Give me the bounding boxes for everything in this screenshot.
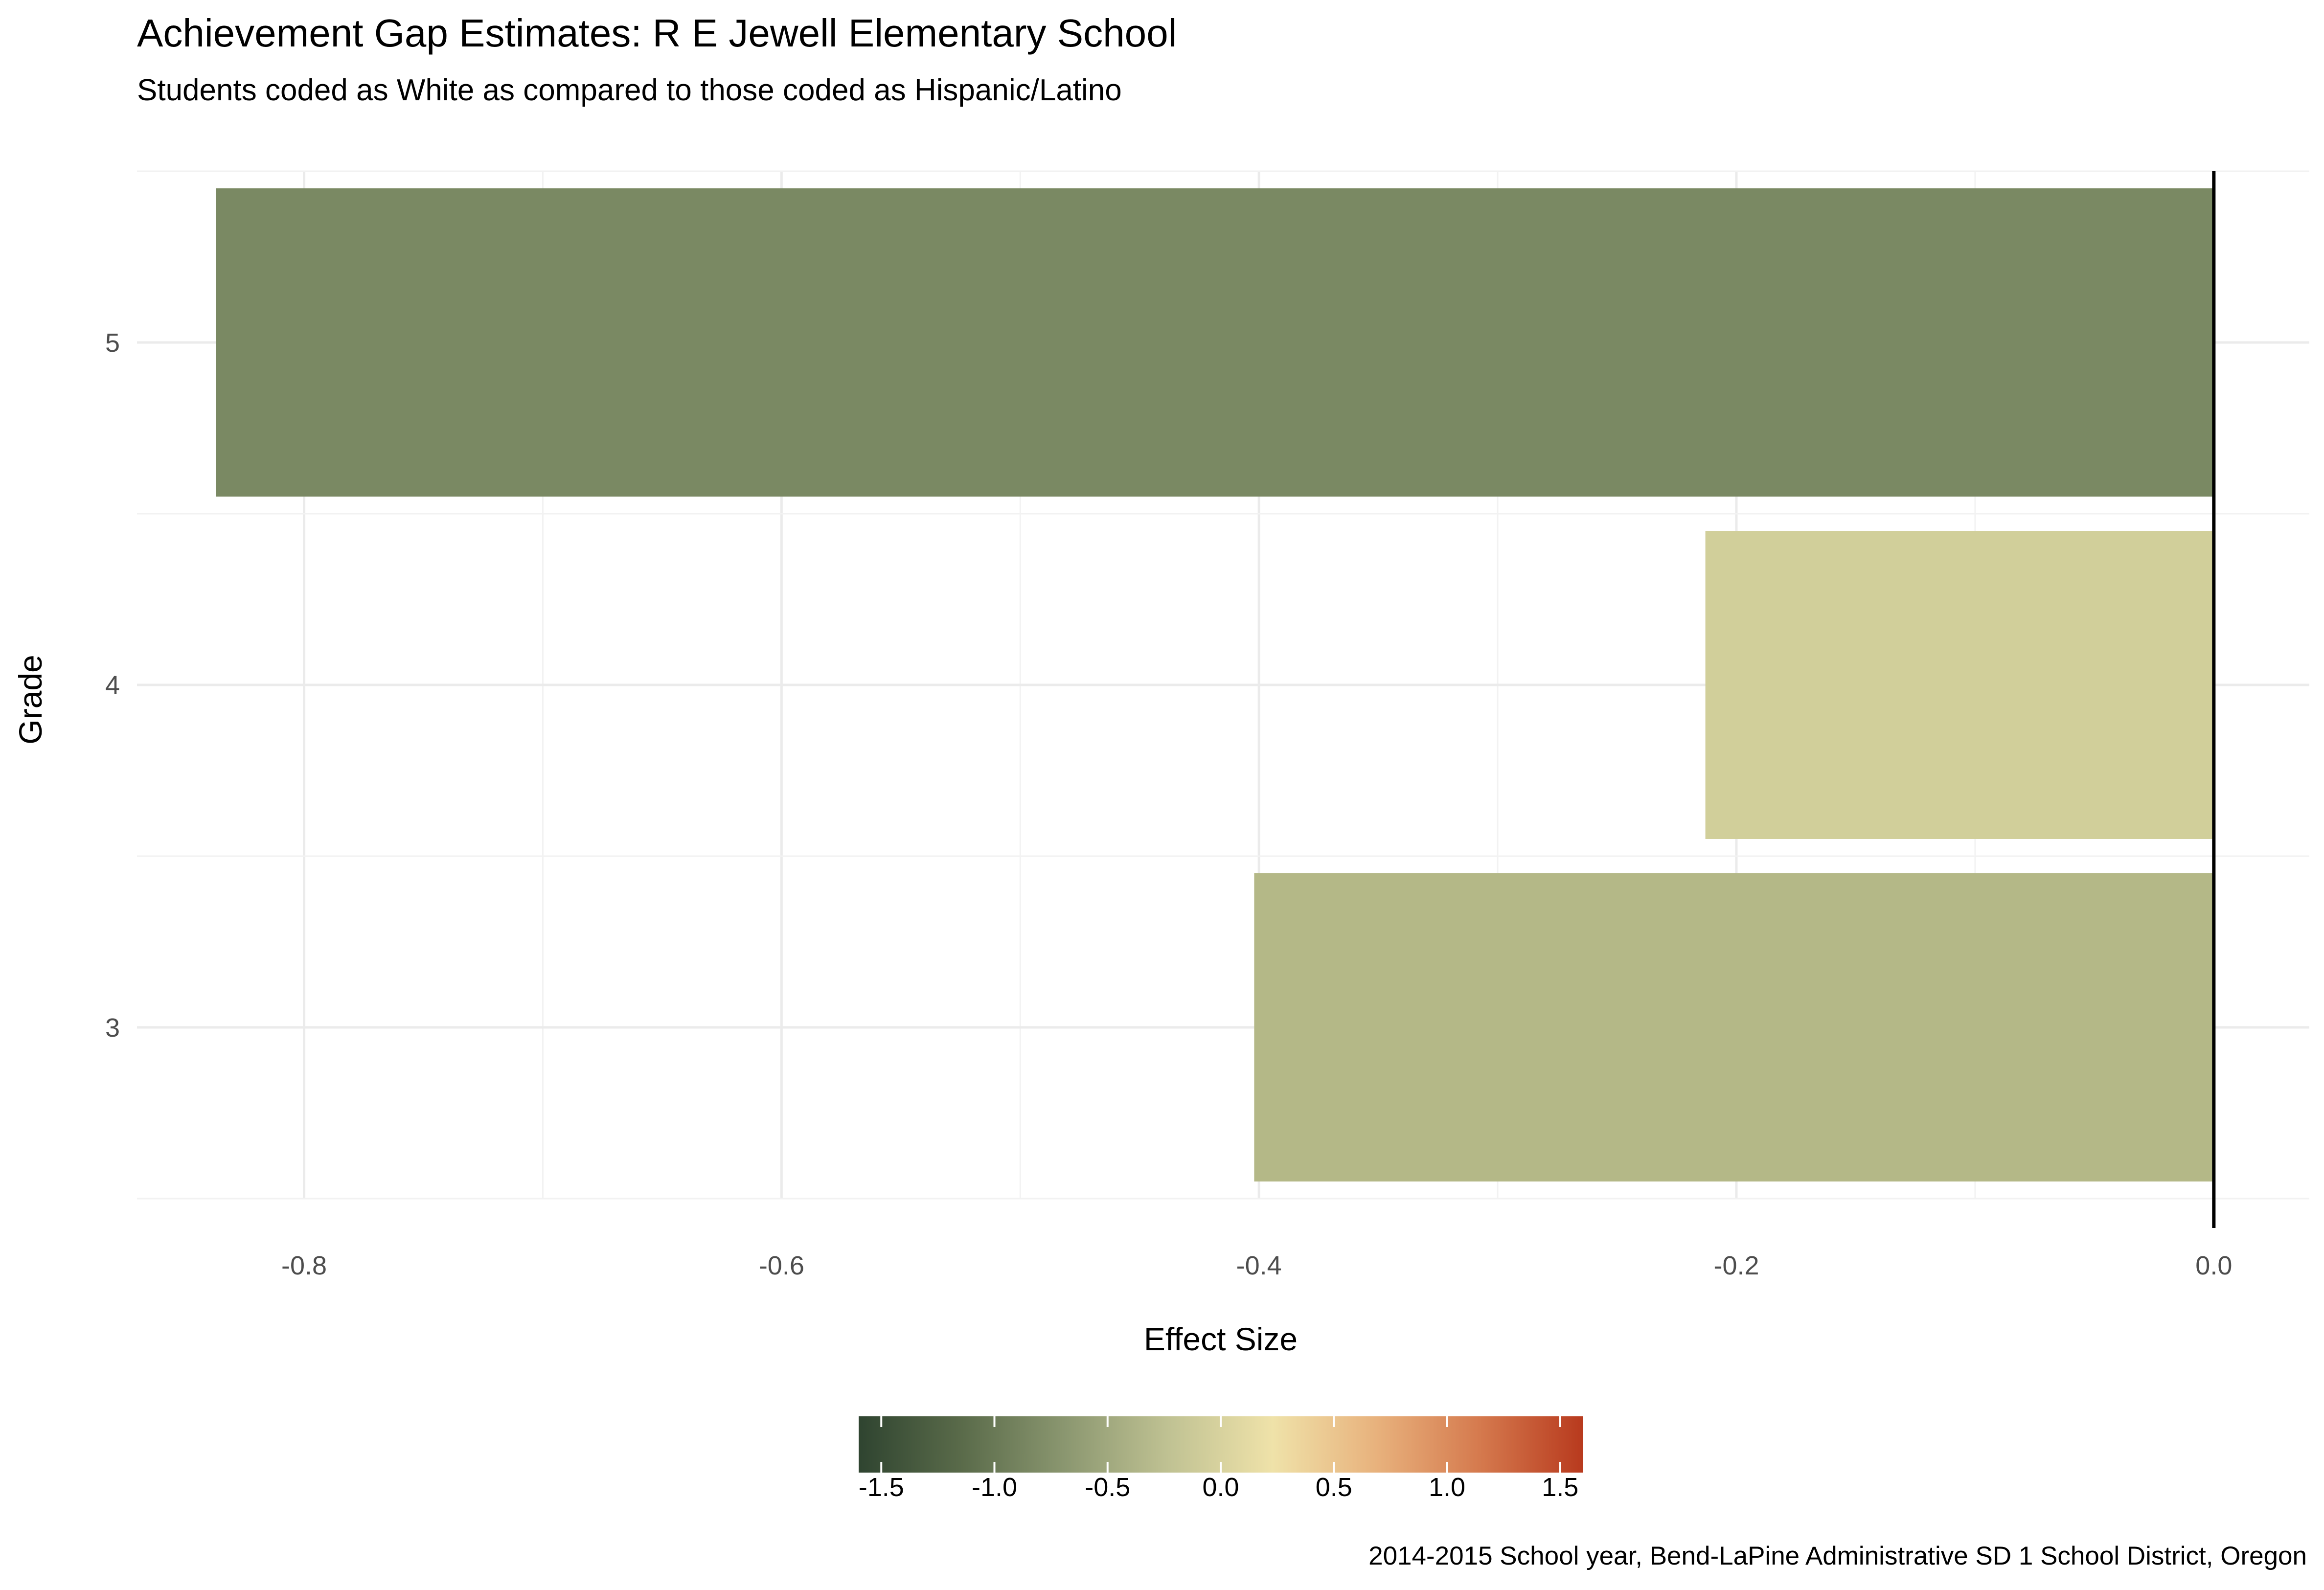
colorbar-tick-label: 0.5	[1316, 1473, 1352, 1502]
colorbar-tick-label: 0.0	[1202, 1473, 1239, 1502]
x-tick-label: -0.6	[759, 1251, 804, 1280]
y-axis-ticks: 3 4 5	[105, 328, 120, 1043]
bar-grade-4	[1705, 531, 2214, 839]
x-tick-label: 0.0	[2195, 1251, 2232, 1280]
x-tick-label: -0.4	[1236, 1251, 1282, 1280]
chart-title: Achievement Gap Estimates: R E Jewell El…	[137, 11, 1177, 55]
bar-grade-5	[216, 188, 2214, 497]
y-tick-label: 5	[105, 328, 120, 358]
y-tick-label: 4	[105, 671, 120, 700]
y-axis-title: Grade	[12, 655, 48, 744]
y-tick-label: 3	[105, 1013, 120, 1043]
bar-grade-3	[1254, 873, 2214, 1181]
x-axis-title: Effect Size	[1144, 1321, 1298, 1357]
x-tick-label: -0.8	[281, 1251, 327, 1280]
colorbar-tick-label: -0.5	[1085, 1473, 1130, 1502]
x-axis-ticks: -0.8 -0.6 -0.4 -0.2 0.0	[281, 1251, 2232, 1280]
colorbar-tick-label: 1.0	[1429, 1473, 1465, 1502]
x-tick-label: -0.2	[1713, 1251, 1759, 1280]
chart-subtitle: Students coded as White as compared to t…	[137, 73, 1122, 107]
colorbar-tick-label: -1.5	[859, 1473, 904, 1502]
chart-caption: 2014-2015 School year, Bend-LaPine Admin…	[1368, 1542, 2307, 1570]
colorbar-legend: -1.5 -1.0 -0.5 0.0 0.5 1.0 1.5	[859, 1416, 1583, 1502]
bars	[216, 188, 2214, 1181]
colorbar-tick-label: -1.0	[972, 1473, 1017, 1502]
colorbar-tick-label: 1.5	[1542, 1473, 1578, 1502]
